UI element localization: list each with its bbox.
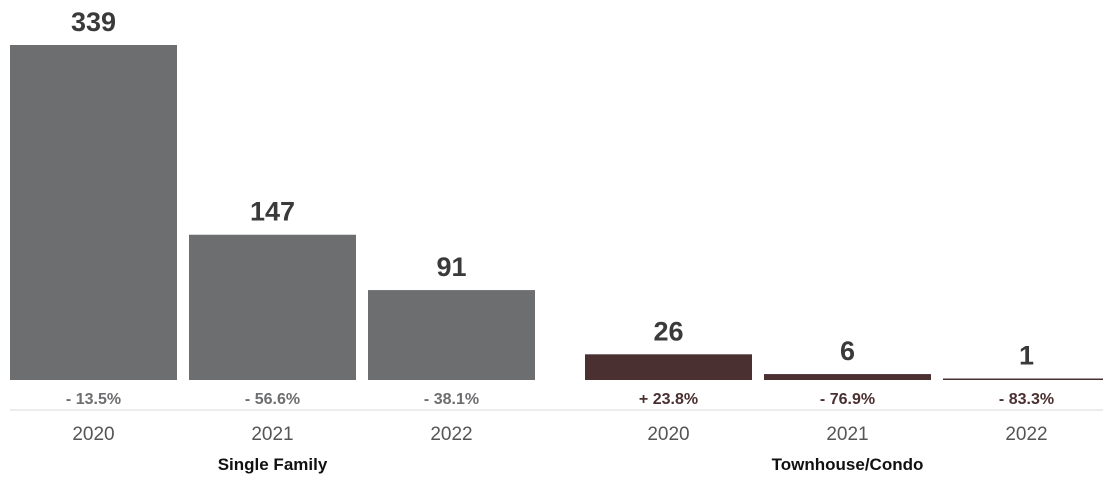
change-label: + 23.8% [639,391,698,408]
change-label: - 38.1% [424,391,479,408]
year-tick-label: 2021 [251,424,293,445]
group-label: Single Family [218,455,328,474]
change-label: - 76.9% [820,391,875,408]
bar-townhouse-condo-2021 [764,374,931,380]
change-label: - 83.3% [999,391,1054,408]
year-tick-label: 2020 [647,424,689,445]
change-label: - 56.6% [245,391,300,408]
value-label: 147 [250,197,295,227]
value-label: 6 [840,336,855,366]
year-tick-label: 2022 [1005,424,1047,445]
group-label: Townhouse/Condo [772,455,924,474]
bar-single-family-2021 [189,234,356,380]
change-label: - 13.5% [66,391,121,408]
bar-townhouse-condo-2020 [585,354,752,380]
value-label: 26 [653,316,683,346]
bar-single-family-2020 [10,45,177,380]
bar-townhouse-condo-2022 [943,378,1103,380]
value-label: 339 [71,7,116,37]
bar-single-family-2022 [368,290,535,380]
value-label: 1 [1019,341,1034,371]
year-tick-label: 2022 [430,424,472,445]
value-label: 91 [436,252,466,282]
year-tick-label: 2020 [72,424,114,445]
year-tick-label: 2021 [826,424,868,445]
